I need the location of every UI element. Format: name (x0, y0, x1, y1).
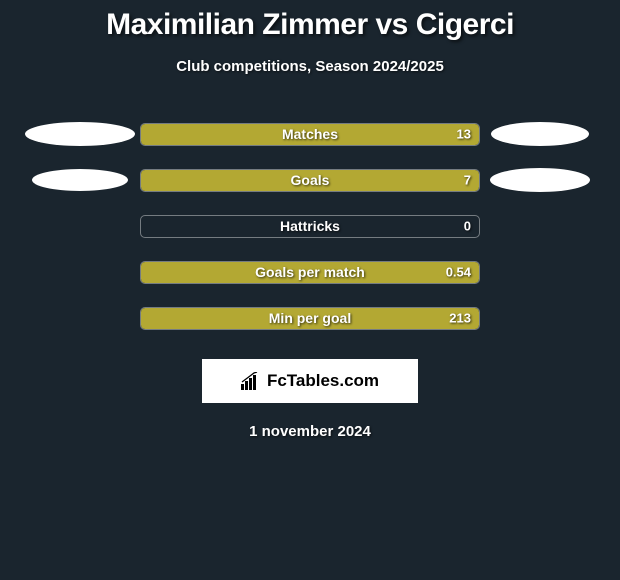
stat-label: Matches (141, 126, 479, 142)
left-marker (20, 169, 140, 191)
stat-row: Matches13 (0, 111, 620, 157)
stat-bar-wrap: Matches13 (140, 123, 480, 146)
stat-value: 0.54 (446, 265, 471, 280)
bars-icon (241, 372, 263, 390)
stat-bar-wrap: Hattricks0 (140, 215, 480, 238)
stat-bar-wrap: Min per goal213 (140, 307, 480, 330)
date-label: 1 november 2024 (0, 423, 620, 440)
page-title: Maximilian Zimmer vs Cigerci (0, 8, 620, 42)
ellipse-icon (25, 122, 135, 146)
stat-bar: Min per goal213 (140, 307, 480, 330)
stat-bar: Matches13 (140, 123, 480, 146)
subtitle: Club competitions, Season 2024/2025 (0, 58, 620, 75)
stat-label: Hattricks (141, 218, 479, 234)
ellipse-icon (32, 169, 128, 191)
stat-row: Min per goal213 (0, 295, 620, 341)
logo-text: FcTables.com (267, 371, 379, 391)
ellipse-icon (490, 168, 590, 192)
stat-label: Min per goal (141, 310, 479, 326)
logo: FcTables.com (241, 371, 379, 391)
stat-rows: Matches13 Goals7 Hattricks0 Goals per match… (0, 111, 620, 341)
stat-row: Goals7 (0, 157, 620, 203)
ellipse-icon (491, 122, 589, 146)
stat-label: Goals (141, 172, 479, 188)
stat-value: 7 (464, 173, 471, 188)
stat-row: Goals per match0.54 (0, 249, 620, 295)
stat-value: 13 (457, 127, 471, 142)
comparison-card: Maximilian Zimmer vs Cigerci Club compet… (0, 0, 620, 440)
stat-value: 0 (464, 219, 471, 234)
stat-bar-wrap: Goals per match0.54 (140, 261, 480, 284)
stat-value: 213 (449, 311, 471, 326)
stat-bar: Goals7 (140, 169, 480, 192)
right-marker (480, 122, 600, 146)
stat-row: Hattricks0 (0, 203, 620, 249)
stat-bar: Hattricks0 (140, 215, 480, 238)
logo-box: FcTables.com (202, 359, 418, 403)
stat-label: Goals per match (141, 264, 479, 280)
left-marker (20, 122, 140, 146)
stat-bar: Goals per match0.54 (140, 261, 480, 284)
right-marker (480, 168, 600, 192)
stat-bar-wrap: Goals7 (140, 169, 480, 192)
